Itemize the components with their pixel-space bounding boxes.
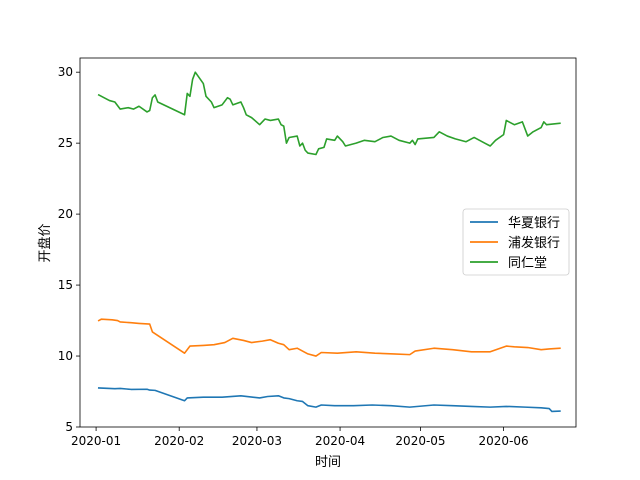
x-tick-label: 2020-01 — [71, 434, 121, 448]
series-line-2 — [97, 71, 561, 156]
legend-label: 华夏银行 — [508, 216, 560, 231]
x-tick-label: 2020-04 — [315, 434, 365, 448]
x-tick-label: 2020-03 — [232, 434, 282, 448]
legend-box — [462, 208, 570, 276]
legend-label: 同仁堂 — [508, 256, 547, 271]
legend-label: 浦发银行 — [508, 235, 560, 251]
x-tick-label: 2020-05 — [395, 434, 445, 448]
x-axis-label: 时间 — [315, 455, 341, 470]
x-tick-label: 2020-06 — [479, 434, 529, 448]
plot-frame — [79, 57, 577, 428]
y-tick-label: 15 — [58, 278, 73, 292]
y-tick-label: 25 — [58, 136, 73, 150]
series-line-1 — [97, 318, 561, 357]
series-line-0 — [97, 387, 561, 413]
y-tick-label: 20 — [58, 207, 73, 221]
y-tick-label: 5 — [65, 420, 73, 434]
y-tick-label: 10 — [58, 349, 73, 363]
y-axis-label: 开盘价 — [37, 223, 53, 262]
y-tick-label: 30 — [58, 65, 73, 79]
x-tick-label: 2020-02 — [154, 434, 204, 448]
y-axis: 5 10 15 20 25 30 — [58, 65, 80, 434]
series-layer — [97, 71, 561, 413]
x-axis: 2020-01 2020-02 2020-03 2020-04 2020-05 2020-… — [71, 427, 529, 448]
